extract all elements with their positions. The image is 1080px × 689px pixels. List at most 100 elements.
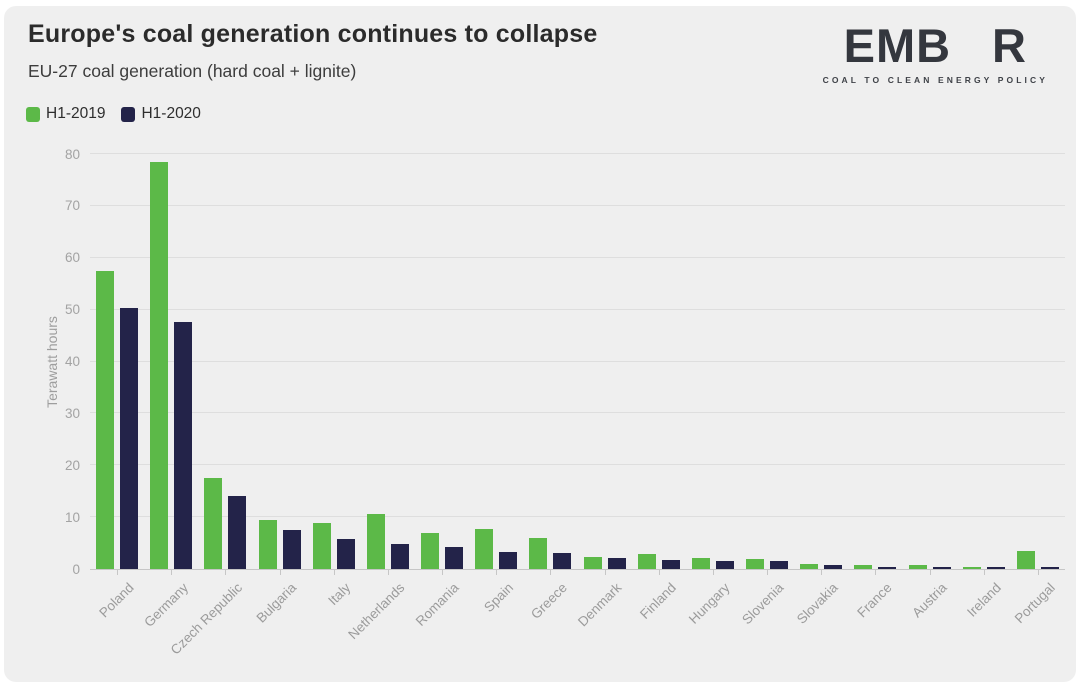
x-axis-tick [821,569,823,575]
chart-subtitle: EU-27 coal generation (hard coal + ligni… [28,61,357,81]
bar-group: France [848,154,902,620]
gridline [90,516,1065,518]
x-axis-label: Portugal [1011,580,1058,627]
bar-h1-2020 [174,322,193,569]
x-axis-tick [442,569,444,575]
plot-area: Terawatt hours 0 10 20 30 40 50 60 70 80 Poland Ge… [44,147,1065,657]
bar-h1-2020 [986,567,1005,569]
bar-h1-2020 [336,539,355,569]
legend-item-label: H1-2019 [46,105,106,122]
ember-logo-text-left: EMB [843,19,952,72]
bar-group: Romania [413,154,469,629]
bar-group: Hungary [686,154,740,627]
bar-h1-2019 [258,519,277,569]
bar-h1-2020 [553,552,572,569]
bar-group: Finland [632,154,686,622]
legend-item: H1-2019 [26,105,105,123]
y-tick-label: 20 [64,457,80,473]
bar-h1-2019 [366,513,385,569]
x-axis-label: Spain [480,580,516,616]
x-axis-tick [333,569,335,575]
bar-h1-2020 [878,566,897,569]
y-tick-label: 0 [72,561,80,577]
x-axis-tick [767,569,769,575]
x-axis-tick [225,569,227,575]
bar-h1-2019 [312,523,331,569]
bar-h1-2020 [661,559,680,569]
bar-group: Portugal [1011,154,1065,626]
bar-h1-2020 [824,565,843,569]
x-axis-tick [875,569,877,575]
bar-group: Slovakia [794,154,848,627]
ember-logo-text-right: R [992,19,1027,72]
legend: H1-2019 H1-2020 [26,105,201,123]
bar-h1-2020 [228,496,247,569]
x-axis-label: Poland [96,580,137,621]
x-axis-tick [496,569,498,575]
bars-container: Poland Germany Czech Republic Bulgaria Italy… [90,154,1065,657]
x-axis-label: Romania [412,580,462,629]
x-axis-label: Italy [325,580,354,609]
y-tick-label: 30 [64,405,80,421]
x-axis-tick [1038,569,1039,575]
bar-h1-2019 [421,533,440,569]
bar-h1-2019 [1017,550,1035,569]
bar-h1-2020 [120,307,139,569]
page-title: Europe's coal generation continues to co… [28,20,598,48]
x-axis-tick [279,569,281,575]
x-axis-label: Greece [528,580,571,622]
x-axis-label: Netherlands [345,580,408,643]
bar-h1-2020 [499,551,518,569]
gridline [90,256,1065,258]
bar-group: Greece [523,154,577,622]
bar-group: Italy [307,154,361,608]
x-axis-tick [983,569,985,575]
bar-group: Netherlands [345,154,415,642]
y-tick-label: 70 [64,198,80,214]
x-axis-label: Austria [908,580,950,621]
bar-h1-2020 [282,530,301,569]
bar-h1-2020 [1041,567,1059,569]
x-axis-tick [604,569,606,575]
bar-h1-2019 [150,161,169,569]
bar-group: Germany [141,154,198,630]
bar-h1-2019 [583,556,602,569]
legend-item-label: H1-2020 [141,105,201,122]
x-axis-tick [658,569,660,575]
bar-group: Spain [469,154,523,615]
bar-h1-2020 [770,561,789,569]
gridline [90,204,1065,206]
bar-h1-2019 [800,564,819,569]
bar-h1-2020 [715,560,734,569]
bar-h1-2020 [390,543,409,569]
x-axis-label: Germany [140,580,191,630]
chart-card: Europe's coal generation continues to co… [4,6,1076,682]
bar-h1-2020 [932,567,951,569]
x-axis-tick [712,569,714,575]
bar-h1-2019 [475,528,494,569]
y-tick-label: 80 [64,146,80,162]
x-axis-label: Denmark [574,580,625,630]
bar-h1-2019 [854,564,873,569]
legend-item: H1-2020 [121,105,201,123]
x-axis-label: Hungary [685,580,733,627]
bar-group: Czech Republic [168,154,252,657]
gridline [90,412,1065,414]
bar-h1-2019 [746,559,765,569]
bar-h1-2019 [691,558,710,569]
x-axis-label: Ireland [963,580,1004,620]
x-axis-label: Slovenia [739,580,787,628]
ember-logo-tagline: COAL TO CLEAN ENERGY POLICY [822,75,1048,85]
legend-swatch [26,106,40,122]
x-axis-tick [117,569,119,575]
bar-h1-2019 [637,553,656,569]
bar-group: Slovenia [740,154,794,627]
x-axis-tick [171,569,173,575]
bar-h1-2019 [204,478,223,569]
x-axis-label: Slovakia [794,580,841,627]
x-axis-tick [929,569,931,575]
gridline [90,464,1065,466]
x-axis-label: Finland [636,580,679,622]
bar-h1-2019 [96,271,115,569]
bar-group: Bulgaria [253,154,307,626]
